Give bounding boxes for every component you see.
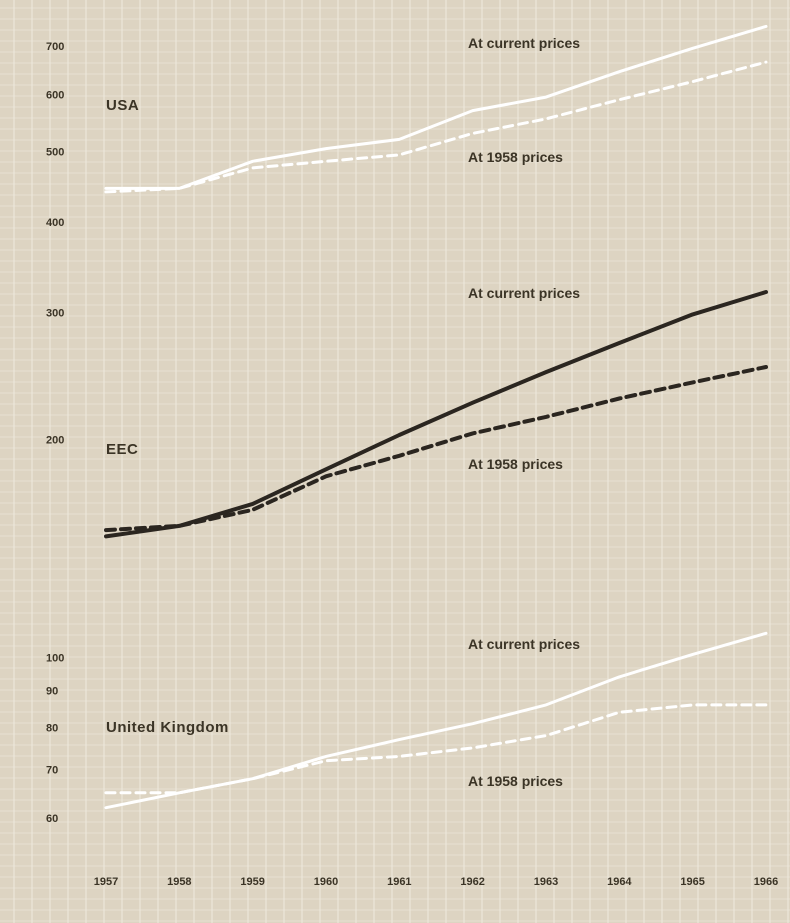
- series-annotation: At current prices: [468, 636, 580, 652]
- series-line: [104, 365, 768, 533]
- y-tick-label: 70: [46, 765, 58, 777]
- series-annotation: At 1958 prices: [468, 456, 563, 472]
- series-group-label: United Kingdom: [106, 719, 229, 736]
- x-tick-label: 1964: [607, 876, 632, 888]
- series-annotation: At 1958 prices: [468, 773, 563, 789]
- x-tick-label: 1961: [387, 876, 411, 888]
- y-tick-label: 60: [46, 813, 58, 825]
- y-tick-label: 200: [46, 435, 64, 447]
- y-tick-label: 500: [46, 147, 64, 159]
- x-tick-label: 1962: [460, 876, 484, 888]
- series-annotation: At current prices: [468, 35, 580, 51]
- y-tick-label: 700: [46, 41, 64, 53]
- y-tick-label: 80: [46, 723, 58, 735]
- y-tick-label: 100: [46, 652, 64, 664]
- series-group-label: EEC: [106, 441, 138, 458]
- x-tick-label: 1960: [314, 876, 338, 888]
- x-tick-label: 1957: [94, 876, 118, 888]
- x-tick-label: 1966: [754, 876, 778, 888]
- series-line: [104, 60, 768, 194]
- series-annotation: At 1958 prices: [468, 149, 563, 165]
- y-tick-label: 400: [46, 217, 64, 229]
- y-tick-label: 90: [46, 686, 58, 698]
- series-line: [104, 703, 768, 795]
- x-tick-label: 1959: [240, 876, 264, 888]
- series-line: [104, 24, 768, 190]
- series-annotation: At current prices: [468, 285, 580, 301]
- x-tick-label: 1963: [534, 876, 558, 888]
- series-line: [104, 290, 768, 539]
- x-tick-label: 1965: [680, 876, 704, 888]
- y-tick-label: 600: [46, 89, 64, 101]
- x-tick-label: 1958: [167, 876, 191, 888]
- y-tick-label: 300: [46, 307, 64, 319]
- series-group-label: USA: [106, 97, 139, 114]
